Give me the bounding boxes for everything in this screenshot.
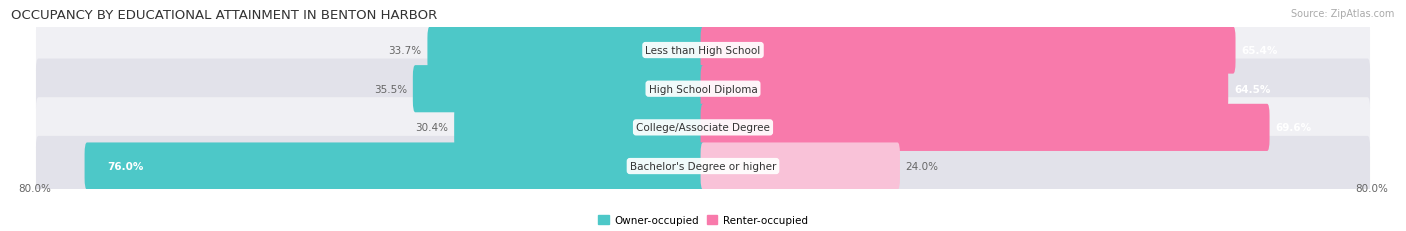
FancyBboxPatch shape [700,104,1270,151]
Text: 69.6%: 69.6% [1275,123,1312,133]
Text: 76.0%: 76.0% [107,161,143,171]
FancyBboxPatch shape [700,27,1236,74]
FancyBboxPatch shape [427,27,706,74]
Text: 35.5%: 35.5% [374,84,408,94]
FancyBboxPatch shape [84,143,706,190]
FancyBboxPatch shape [37,59,1369,119]
FancyBboxPatch shape [413,66,706,113]
Legend: Owner-occupied, Renter-occupied: Owner-occupied, Renter-occupied [595,211,811,230]
Text: High School Diploma: High School Diploma [648,84,758,94]
Text: 24.0%: 24.0% [905,161,939,171]
FancyBboxPatch shape [37,98,1369,158]
FancyBboxPatch shape [37,136,1369,196]
FancyBboxPatch shape [700,66,1229,113]
Text: Bachelor's Degree or higher: Bachelor's Degree or higher [630,161,776,171]
Text: Less than High School: Less than High School [645,46,761,56]
Text: 80.0%: 80.0% [18,183,51,193]
FancyBboxPatch shape [37,21,1369,81]
Text: Source: ZipAtlas.com: Source: ZipAtlas.com [1291,9,1395,19]
Text: 64.5%: 64.5% [1234,84,1270,94]
Text: 33.7%: 33.7% [388,46,422,56]
Text: 65.4%: 65.4% [1241,46,1278,56]
FancyBboxPatch shape [454,104,706,151]
FancyBboxPatch shape [700,143,900,190]
Text: 80.0%: 80.0% [1355,183,1388,193]
Text: College/Associate Degree: College/Associate Degree [636,123,770,133]
Text: OCCUPANCY BY EDUCATIONAL ATTAINMENT IN BENTON HARBOR: OCCUPANCY BY EDUCATIONAL ATTAINMENT IN B… [11,9,437,22]
Text: 30.4%: 30.4% [416,123,449,133]
